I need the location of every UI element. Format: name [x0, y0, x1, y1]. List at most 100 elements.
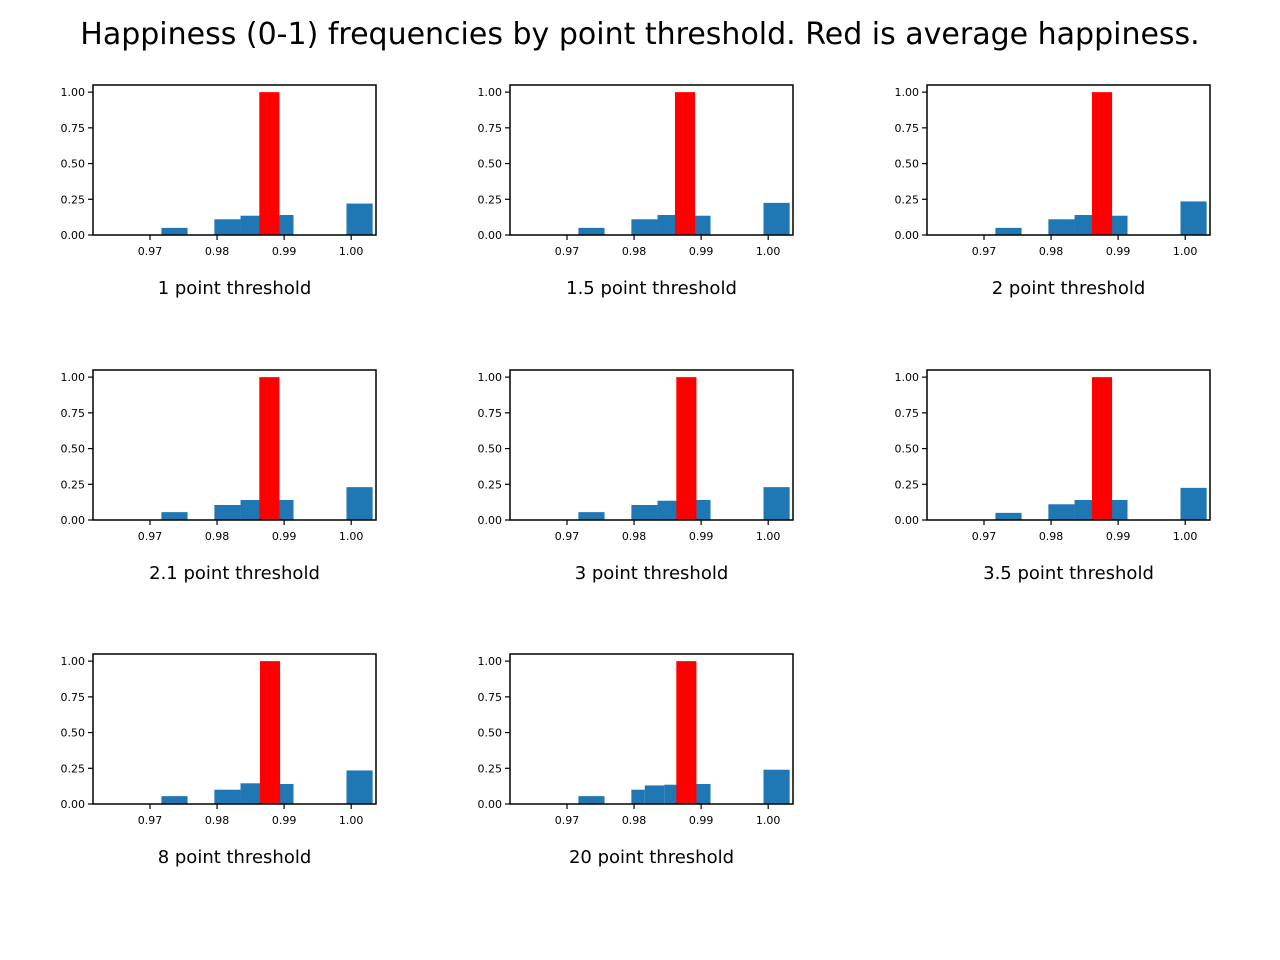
- y-tick-label: 0.75: [895, 122, 920, 135]
- x-tick-label: 0.99: [689, 814, 714, 827]
- x-tick-label: 0.98: [1039, 530, 1064, 543]
- y-tick-label: 0.75: [895, 407, 920, 420]
- x-tick-label: 0.97: [138, 530, 163, 543]
- y-tick-label: 0.25: [895, 193, 920, 206]
- histogram-bar: [631, 219, 658, 235]
- x-tick-label: 0.98: [622, 530, 647, 543]
- histogram-bar: [578, 512, 605, 520]
- subplot-1: 0.00 0.25 0.50 0.75 1.00 0.97 0.98 0.99 1.00 1 po…: [61, 84, 377, 299]
- average-series: [259, 92, 280, 236]
- histogram-bar: [161, 796, 188, 804]
- y-tick-label: 0.00: [895, 514, 920, 527]
- histogram-bar: [214, 505, 241, 520]
- y-tick-label: 0.50: [478, 443, 503, 456]
- y-tick-label: 0.00: [478, 514, 503, 527]
- y-tick-label: 0.00: [61, 514, 86, 527]
- axes-frame: [92, 84, 377, 236]
- subplot-6: 0.00 0.25 0.50 0.75 1.00 0.97 0.98 0.99 1.00 3.5 …: [895, 369, 1211, 584]
- x-tick-label: 0.97: [138, 814, 163, 827]
- x-tick-label: 0.98: [622, 814, 647, 827]
- y-tick-label: 0.75: [61, 122, 86, 135]
- average-bar: [674, 92, 696, 236]
- x-axis-label: 2.1 point threshold: [149, 563, 320, 584]
- histogram-bar: [161, 512, 188, 520]
- histogram-bar: [631, 789, 645, 804]
- x-tick-label: 0.97: [555, 814, 580, 827]
- histogram-bar: [995, 512, 1022, 520]
- y-tick-label: 0.25: [895, 478, 920, 491]
- histogram-bar: [763, 769, 790, 804]
- x-tick-label: 0.98: [205, 814, 230, 827]
- y-tick-label: 0.75: [478, 691, 503, 704]
- histogram-bar: [644, 785, 665, 804]
- y-tick-label: 0.25: [478, 193, 503, 206]
- x-tick-label: 1.00: [756, 814, 781, 827]
- average-series: [1091, 92, 1113, 236]
- histogram-bar: [1180, 487, 1207, 520]
- y-tick-label: 0.75: [478, 122, 503, 135]
- y-tick-label: 1.00: [61, 655, 86, 668]
- x-axis-label: 3.5 point threshold: [983, 563, 1154, 584]
- average-series: [259, 661, 281, 804]
- x-axis-label: 20 point threshold: [569, 847, 734, 868]
- average-bar: [676, 661, 697, 804]
- histogram-bar: [346, 770, 373, 804]
- x-tick-label: 0.98: [1039, 245, 1064, 258]
- axes-frame: [926, 84, 1211, 236]
- y-tick-label: 0.00: [895, 229, 920, 242]
- average-series: [1091, 377, 1113, 520]
- y-tick-label: 1.00: [478, 86, 503, 99]
- histogram-bar: [161, 227, 188, 235]
- subplot-3: 0.00 0.25 0.50 0.75 1.00 0.97 0.98 0.99 1.00 2 po…: [895, 84, 1211, 299]
- histogram-bar: [1048, 219, 1075, 235]
- y-tick-label: 0.25: [478, 478, 503, 491]
- x-tick-label: 0.99: [689, 245, 714, 258]
- axes-frame: [509, 653, 794, 805]
- x-axis-label: 1.5 point threshold: [566, 278, 737, 299]
- figure-title: Happiness (0-1) frequencies by point thr…: [80, 17, 1199, 52]
- x-tick-label: 1.00: [756, 530, 781, 543]
- x-tick-label: 1.00: [1173, 245, 1198, 258]
- average-series: [676, 377, 697, 520]
- histogram-bar: [1048, 504, 1075, 520]
- axes-frame: [509, 369, 794, 521]
- y-tick-label: 0.25: [61, 478, 86, 491]
- average-series: [676, 661, 697, 804]
- subplot-7: 0.00 0.25 0.50 0.75 1.00 0.97 0.98 0.99 1.00 8 po…: [61, 653, 377, 868]
- x-tick-label: 0.99: [1106, 530, 1131, 543]
- average-series: [674, 92, 696, 236]
- x-axis-label: 3 point threshold: [575, 563, 729, 584]
- histogram-bar: [995, 227, 1022, 235]
- y-tick-label: 0.75: [478, 407, 503, 420]
- average-bar: [259, 92, 280, 236]
- histogram-bar: [1180, 201, 1207, 235]
- histogram-bar: [631, 505, 658, 520]
- subplot-4: 0.00 0.25 0.50 0.75 1.00 0.97 0.98 0.99 1.00 2.1 …: [61, 369, 377, 584]
- y-tick-label: 0.00: [478, 229, 503, 242]
- y-tick-label: 0.50: [61, 727, 86, 740]
- x-tick-label: 1.00: [756, 245, 781, 258]
- histogram-series: [995, 487, 1207, 520]
- y-tick-label: 0.50: [478, 158, 503, 171]
- histogram-bar: [763, 202, 790, 235]
- y-tick-label: 0.75: [61, 407, 86, 420]
- x-tick-label: 1.00: [339, 530, 364, 543]
- y-tick-label: 0.00: [61, 229, 86, 242]
- y-tick-label: 1.00: [61, 371, 86, 384]
- y-tick-label: 0.50: [895, 443, 920, 456]
- histogram-bar: [214, 789, 241, 804]
- x-tick-label: 1.00: [1173, 530, 1198, 543]
- histogram-bar: [346, 487, 373, 520]
- x-axis-label: 1 point threshold: [158, 278, 312, 299]
- average-bar: [259, 661, 281, 804]
- x-tick-label: 0.98: [622, 245, 647, 258]
- x-tick-label: 0.99: [272, 245, 297, 258]
- y-tick-label: 0.25: [61, 193, 86, 206]
- x-tick-label: 1.00: [339, 245, 364, 258]
- y-tick-label: 0.25: [61, 762, 86, 775]
- histogram-bar: [346, 203, 373, 235]
- histogram-bar: [214, 219, 241, 235]
- subplot-2: 0.00 0.25 0.50 0.75 1.00 0.97 0.98 0.99 1.00 1.5 …: [478, 84, 794, 299]
- y-tick-label: 0.50: [61, 158, 86, 171]
